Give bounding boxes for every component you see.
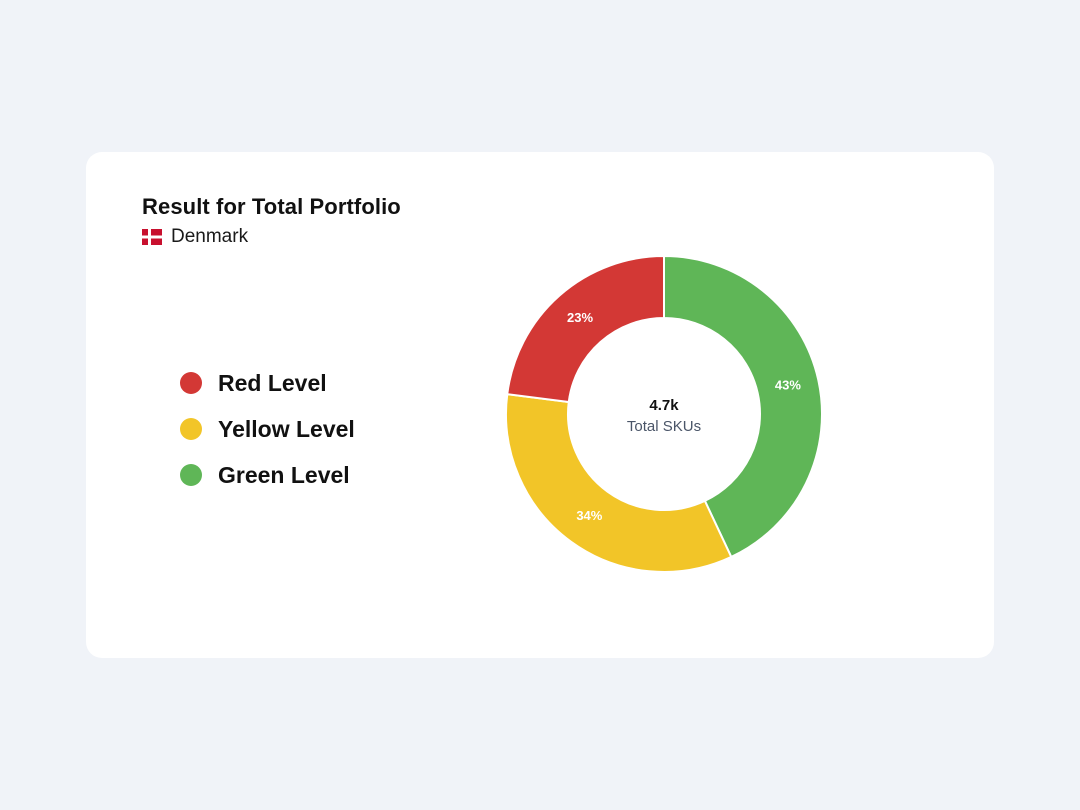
legend-dot-red: [180, 372, 202, 394]
donut-slices: [505, 254, 823, 573]
donut-slice-green-level: [663, 254, 823, 559]
slice-label-red-level: 23%: [567, 310, 593, 325]
legend-item-green: Green Level: [180, 452, 355, 498]
legend-item-yellow: Yellow Level: [180, 406, 355, 452]
donut-slice-red-level: [506, 254, 665, 404]
slice-label-yellow-level: 34%: [576, 508, 602, 523]
chart-legend: Red Level Yellow Level Green Level: [180, 360, 355, 498]
donut-slice-labels: 43% 34% 23%: [567, 310, 801, 523]
region-label: Denmark: [171, 226, 249, 247]
region-indicator: Denmark: [142, 226, 248, 248]
donut-chart-svg: 43% 34% 23% 4.7k Total SKUs: [505, 254, 823, 573]
result-card: Result for Total Portfolio Denmark Red L…: [86, 152, 994, 658]
slice-label-green-level: 43%: [775, 378, 801, 393]
legend-label-red: Red Level: [218, 369, 327, 396]
legend-label-green: Green Level: [218, 461, 350, 488]
legend-dot-yellow: [180, 418, 202, 440]
center-total-value: 4.7k: [649, 397, 679, 414]
legend-item-red: Red Level: [180, 360, 355, 406]
center-total-caption: Total SKUs: [627, 418, 701, 435]
donut-chart: 43% 34% 23% 4.7k Total SKUs: [496, 246, 832, 582]
donut-slice-yellow-level: [505, 393, 733, 573]
denmark-flag-icon: [142, 229, 162, 245]
legend-label-yellow: Yellow Level: [218, 415, 355, 442]
card-title: Result for Total Portfolio: [142, 194, 401, 219]
legend-dot-green: [180, 464, 202, 486]
